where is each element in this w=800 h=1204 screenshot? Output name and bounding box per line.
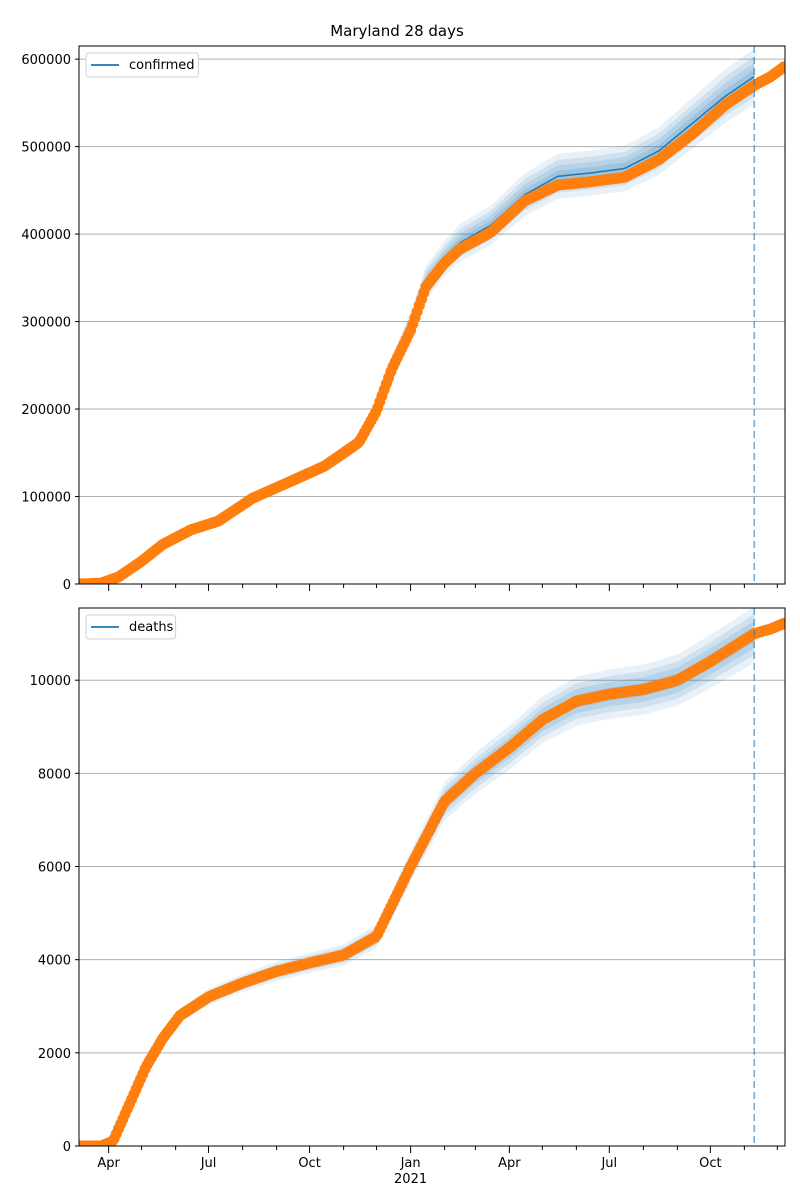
uncertainty-band — [79, 614, 755, 1146]
y-tick-label: 0 — [63, 1140, 71, 1155]
y-tick-label: 600000 — [21, 53, 71, 68]
x-year-label: 2021 — [394, 1172, 427, 1187]
legend: confirmed — [85, 52, 199, 78]
uncertainty-band — [79, 608, 755, 1146]
uncertainty-band — [79, 56, 755, 584]
legend-label: confirmed — [129, 58, 195, 73]
observed-point — [778, 617, 785, 629]
x-tick-label: Jul — [200, 1156, 217, 1171]
y-tick-label: 10000 — [30, 674, 71, 689]
plot-area — [79, 48, 785, 584]
y-tick-label: 0 — [63, 578, 71, 593]
y-tick-label: 100000 — [21, 491, 71, 506]
deaths-panel: 0 2000 4000 6000 8000 10000 Apr Jul Oct Jan Apr Jul… — [30, 607, 786, 1187]
plot-frame — [78, 607, 786, 1147]
y-tick-label: 400000 — [21, 228, 71, 243]
x-tick-label: Oct — [699, 1156, 721, 1171]
y-tick-label: 300000 — [21, 316, 71, 331]
legend-label: deaths — [129, 620, 174, 635]
plot-area — [79, 608, 785, 1146]
observed-points — [79, 617, 785, 1146]
x-tick-label: Apr — [498, 1156, 521, 1171]
x-tick-label: Jul — [600, 1156, 617, 1171]
legend: deaths — [85, 614, 177, 640]
x-tick-label: Jan — [400, 1156, 421, 1171]
chart-title: Maryland 28 days — [330, 22, 464, 40]
y-tick-label: 8000 — [38, 767, 71, 782]
x-tick-label: Oct — [298, 1156, 320, 1171]
confirmed-panel: 0 100000 200000 300000 400000 500000 600000 con… — [21, 45, 786, 593]
y-tick-label: 6000 — [38, 861, 71, 876]
legend-box — [85, 614, 177, 640]
x-tick-label: Apr — [97, 1156, 120, 1171]
y-tick-label: 200000 — [21, 403, 71, 418]
legend-box — [85, 52, 199, 78]
plot-frame — [78, 45, 786, 585]
y-tick-label: 2000 — [38, 1047, 71, 1062]
y-tick-label: 4000 — [38, 954, 71, 969]
y-tick-label: 500000 — [21, 141, 71, 156]
observed-points — [79, 61, 785, 584]
observed-point — [778, 61, 785, 73]
